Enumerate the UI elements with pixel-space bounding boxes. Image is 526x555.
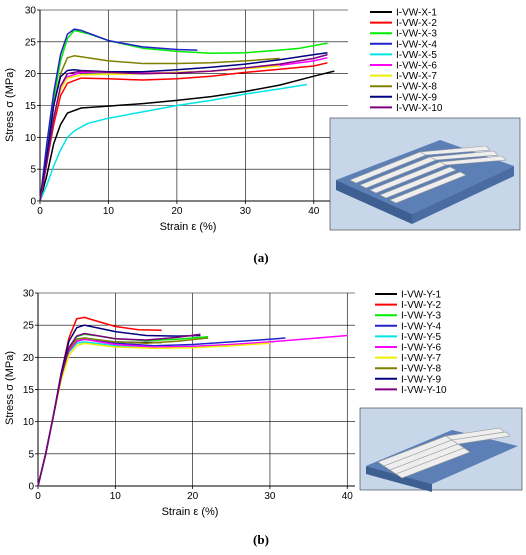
y-tick-label: 10 bbox=[23, 417, 35, 428]
series-line-i-vw-x-2 bbox=[39, 62, 328, 202]
y-tick-label: 30 bbox=[23, 289, 35, 300]
y-tick-label: 25 bbox=[23, 321, 35, 332]
legend-label: I-VW-Y-1 bbox=[401, 290, 441, 301]
y-tick-label: 20 bbox=[23, 353, 35, 364]
legend-label: I-VW-X-9 bbox=[396, 92, 437, 103]
legend-label: I-VW-X-1 bbox=[396, 8, 437, 19]
y-tick-label: 5 bbox=[28, 449, 34, 460]
legend-label: I-VW-Y-6 bbox=[401, 343, 441, 354]
x-tick-label: 40 bbox=[308, 206, 320, 217]
legend-label: I-VW-Y-7 bbox=[401, 353, 441, 364]
y-tick-label: 25 bbox=[25, 37, 37, 48]
x-axis-label: Strain ε (%) bbox=[162, 506, 219, 518]
legend: I-VW-Y-1I-VW-Y-2I-VW-Y-3I-VW-Y-4I-VW-Y-5… bbox=[375, 290, 447, 396]
inset-b-specimen-render bbox=[359, 407, 523, 492]
legend-label: I-VW-Y-3 bbox=[401, 311, 441, 322]
legend-label: I-VW-Y-8 bbox=[401, 364, 441, 375]
x-tick-label: 20 bbox=[187, 491, 199, 502]
y-tick-label: 5 bbox=[30, 165, 36, 176]
legend-label: I-VW-Y-4 bbox=[401, 321, 441, 332]
y-tick-label: 0 bbox=[30, 197, 36, 208]
legend-label: I-VW-X-5 bbox=[396, 50, 437, 61]
legend: I-VW-X-1I-VW-X-2I-VW-X-3I-VW-X-4I-VW-X-5… bbox=[370, 8, 443, 114]
x-tick-label: 10 bbox=[110, 491, 122, 502]
y-tick-label: 10 bbox=[25, 133, 37, 144]
series-line-i-vw-x-10 bbox=[39, 53, 328, 202]
chart-b: 0 5 10 15 20 25 30 0 10 20 30 40 Strain ε (%) Stress … bbox=[4, 289, 447, 548]
series-line-i-vw-x-1 bbox=[39, 70, 335, 202]
legend-label: I-VW-Y-2 bbox=[401, 300, 441, 311]
y-tick-label: 20 bbox=[25, 69, 37, 80]
x-tick-label: 10 bbox=[103, 206, 115, 217]
chart-a: 0 5 10 15 20 25 30 0 10 20 30 40 Strain ε (%) Stress … bbox=[4, 6, 443, 266]
y-tick-label: 15 bbox=[25, 101, 37, 112]
legend-label: I-VW-X-10 bbox=[396, 103, 443, 114]
inset-a-specimen-render bbox=[329, 117, 521, 231]
x-tick-label: 0 bbox=[37, 206, 43, 217]
x-axis-label: Strain ε (%) bbox=[160, 221, 217, 233]
series-line-i-vw-x-5 bbox=[39, 83, 308, 202]
y-tick-label: 15 bbox=[23, 385, 35, 396]
series-line-i-vw-x-4 bbox=[39, 28, 198, 202]
legend-label: I-VW-X-8 bbox=[396, 82, 437, 93]
legend-label: I-VW-X-3 bbox=[396, 29, 437, 40]
figure-caption: (b) bbox=[253, 532, 269, 547]
legend-label: I-VW-X-6 bbox=[396, 61, 437, 72]
series-line-i-vw-y-10 bbox=[37, 332, 201, 487]
y-axis-label: Stress σ (MPa) bbox=[4, 68, 16, 142]
figure-caption: (a) bbox=[253, 250, 268, 265]
x-tick-label: 30 bbox=[264, 491, 276, 502]
y-axis-label: Stress σ (MPa) bbox=[4, 351, 16, 425]
legend-label: I-VW-Y-5 bbox=[401, 332, 441, 343]
legend-label: I-VW-Y-9 bbox=[401, 374, 441, 385]
x-tick-label: 0 bbox=[35, 491, 41, 502]
x-tick-label: 40 bbox=[342, 491, 354, 502]
legend-label: I-VW-X-2 bbox=[396, 18, 437, 29]
x-tick-label: 30 bbox=[240, 206, 252, 217]
legend-label: I-VW-Y-10 bbox=[401, 385, 447, 396]
x-tick-label: 20 bbox=[171, 206, 183, 217]
y-tick-label: 30 bbox=[25, 6, 37, 17]
y-tick-label: 0 bbox=[28, 482, 34, 493]
legend-label: I-VW-X-7 bbox=[396, 71, 437, 82]
legend-label: I-VW-X-4 bbox=[396, 39, 437, 50]
